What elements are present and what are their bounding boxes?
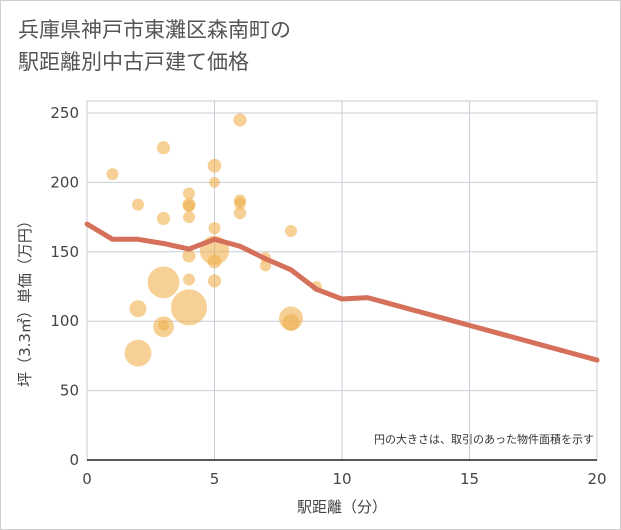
trend-series: [84, 221, 600, 363]
bubble-point: [183, 199, 195, 212]
bubble-point: [207, 254, 222, 269]
bubble-point: [124, 339, 152, 367]
x-tick-label: 20: [587, 470, 606, 488]
y-tick-label: 0: [69, 451, 79, 469]
bubble-point: [182, 249, 196, 263]
bubble-point: [209, 177, 220, 188]
x-axis-label: 駅距離（分）: [297, 498, 387, 516]
bubble-point: [207, 274, 222, 288]
bubble-point: [183, 211, 195, 224]
y-tick-label: 250: [50, 104, 79, 122]
bubble-point: [171, 289, 207, 326]
bubble-point: [233, 206, 247, 220]
y-tick-label: 100: [50, 312, 79, 330]
trend-line: [84, 221, 600, 363]
bubble-point: [207, 158, 222, 173]
x-tick-label: 5: [210, 470, 220, 488]
bubble-point: [147, 266, 180, 299]
bubble-point: [233, 113, 247, 127]
y-tick-label: 150: [50, 243, 79, 261]
bubble-point: [282, 314, 300, 332]
grid-lines: [87, 101, 597, 461]
bubble-point: [234, 197, 246, 210]
size-note: 円の大きさは、取引のあった物件面積を示す: [374, 432, 594, 446]
x-tick-label: 0: [82, 470, 92, 488]
y-axis-label: 坪（3.3㎡）単価（万円）: [16, 213, 34, 387]
bubble-point: [208, 222, 221, 235]
bubble-point: [158, 319, 169, 331]
bubble-point: [183, 273, 195, 286]
bubble-point: [156, 141, 171, 155]
bubble-point: [183, 187, 195, 200]
bubble-point: [129, 300, 147, 318]
chart-title: 兵庫県神戸市東灘区森南町の 駅距離別中古戸建て価格: [18, 18, 291, 74]
bubble-point: [285, 224, 297, 237]
bubble-point: [132, 198, 144, 211]
x-tick-label: 15: [460, 470, 479, 488]
bubble-point: [259, 259, 272, 272]
y-tick-label: 50: [60, 382, 79, 400]
bubble-point: [106, 168, 119, 181]
x-tick-label: 10: [332, 470, 351, 488]
bubble-point: [156, 211, 171, 226]
y-tick-label: 200: [50, 173, 79, 191]
